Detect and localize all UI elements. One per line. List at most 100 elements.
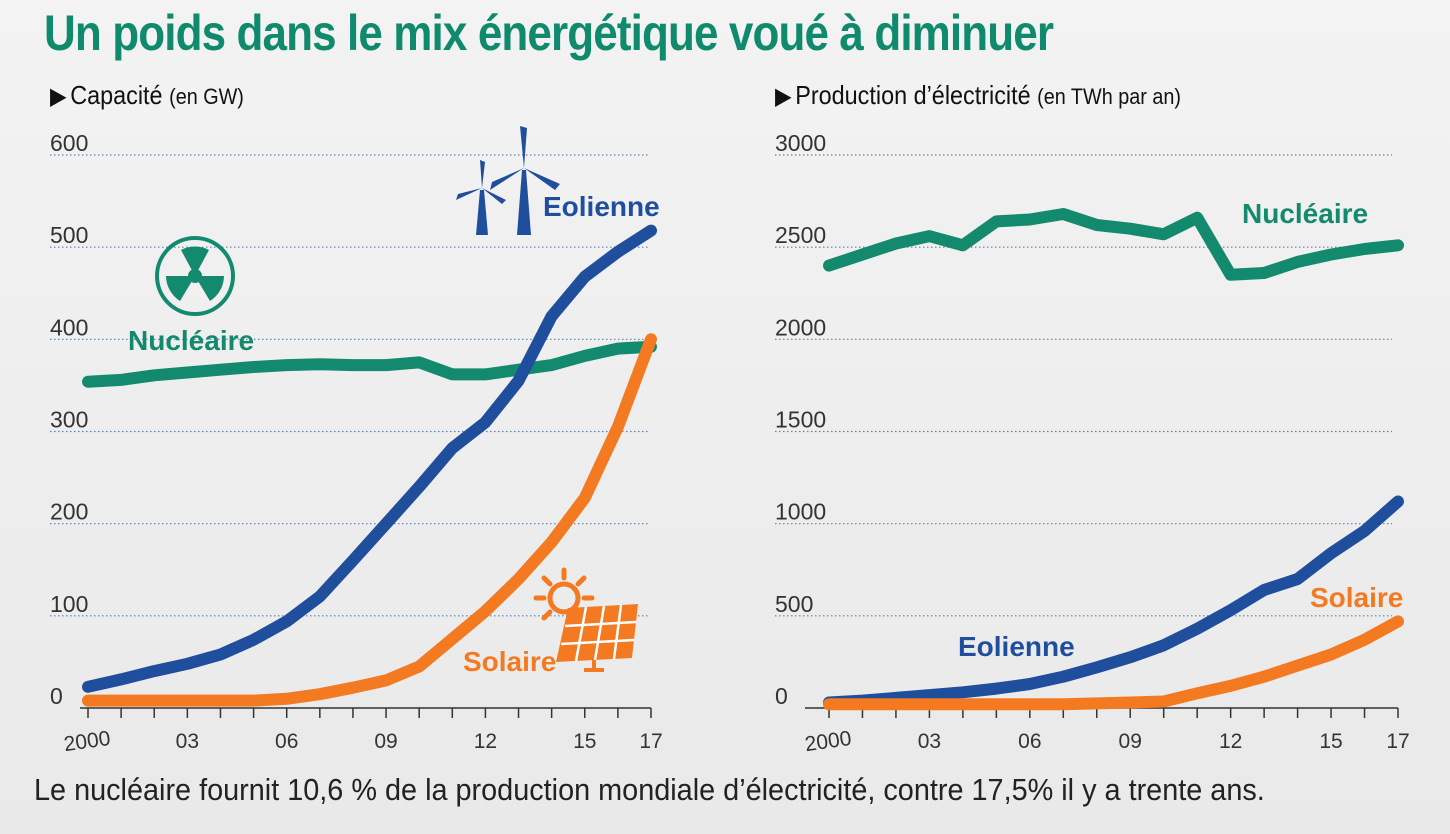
capacity-chart-subtitle: ▶ Capacité (en GW) <box>50 80 244 111</box>
data-point-eolienne <box>962 691 964 693</box>
data-point-eolienne <box>1029 683 1031 685</box>
y-tick-label: 1000 <box>775 499 826 525</box>
data-point-nucleaire <box>928 235 930 237</box>
series-label-eolienne: Eolienne <box>958 631 1075 662</box>
data-point-nucleaire <box>895 242 897 244</box>
data-point-eolienne <box>1397 501 1399 503</box>
data-point-solaire <box>1129 701 1131 703</box>
x-tick-label: 2000 <box>62 727 111 756</box>
production-chart-title: Production d’électricité <box>795 80 1031 110</box>
data-point-solaire <box>219 700 221 702</box>
data-point-nucleaire <box>1129 228 1131 230</box>
data-point-solaire <box>153 700 155 702</box>
data-point-solaire <box>484 610 486 612</box>
data-point-eolienne <box>186 663 188 665</box>
production-chart-subtitle: ▶ Production d’électricité (en TWh par an… <box>775 80 1181 111</box>
data-point-solaire <box>1330 654 1332 656</box>
data-point-eolienne <box>87 686 89 688</box>
series-label-nucleaire: Nucléaire <box>128 325 254 356</box>
x-tick-label: 03 <box>176 730 199 753</box>
data-point-solaire <box>1096 702 1098 704</box>
data-point-eolienne <box>650 230 652 232</box>
data-point-nucleaire <box>120 379 122 381</box>
data-point-nucleaire <box>385 364 387 366</box>
data-point-nucleaire <box>87 381 89 383</box>
series-line-eolienne <box>823 495 1404 709</box>
data-point-eolienne <box>352 560 354 562</box>
data-point-eolienne <box>451 447 453 449</box>
data-point-solaire <box>1062 703 1064 705</box>
data-point-eolienne <box>895 697 897 699</box>
series-label-eolienne: Eolienne <box>543 191 660 222</box>
data-point-solaire <box>186 700 188 702</box>
data-point-eolienne <box>418 486 420 488</box>
data-point-solaire <box>995 703 997 705</box>
radiation-icon <box>155 236 235 316</box>
data-point-nucleaire <box>1330 254 1332 256</box>
data-point-solaire <box>286 698 288 700</box>
data-point-nucleaire <box>551 364 553 366</box>
data-point-nucleaire <box>1263 272 1265 274</box>
data-point-eolienne <box>1263 589 1265 591</box>
series-line-solaire <box>823 615 1404 711</box>
data-point-nucleaire <box>451 373 453 375</box>
data-point-eolienne <box>1062 676 1064 678</box>
data-point-solaire <box>319 693 321 695</box>
data-point-nucleaire <box>1196 217 1198 219</box>
data-point-solaire <box>451 638 453 640</box>
y-tick-label: 100 <box>50 591 88 617</box>
x-tick-label: 15 <box>573 730 596 753</box>
data-point-eolienne <box>995 688 997 690</box>
data-point-solaire <box>584 497 586 499</box>
data-point-nucleaire <box>617 348 619 350</box>
data-point-solaire <box>1196 692 1198 694</box>
triangle-right-icon: ▶ <box>775 83 792 110</box>
data-point-solaire <box>87 700 89 702</box>
y-tick-label: 1500 <box>775 407 826 433</box>
series-line-nucleaire <box>823 208 1404 281</box>
data-point-solaire <box>385 679 387 681</box>
data-point-eolienne <box>1129 656 1131 658</box>
capacity-chart-title: Capacité <box>70 80 163 110</box>
data-point-eolienne <box>518 380 520 382</box>
capacity-chart: 0 100 200 300 400 500 600 2000 03 06 09 12 15 17 Nuclé… <box>50 130 663 756</box>
series-line-nucleaire <box>82 340 657 388</box>
data-point-nucleaire <box>1029 219 1031 221</box>
y-tick-label: 400 <box>50 314 88 340</box>
page-title: Un poids dans le mix énergétique voué à … <box>44 5 1054 61</box>
data-point-nucleaire <box>219 369 221 371</box>
x-tick-label: 15 <box>1319 730 1342 753</box>
data-point-nucleaire <box>584 355 586 357</box>
data-point-nucleaire <box>253 366 255 368</box>
y-tick-label: 200 <box>50 499 88 525</box>
sun-icon <box>533 567 595 621</box>
data-point-eolienne <box>1297 578 1299 580</box>
data-point-solaire <box>895 703 897 705</box>
triangle-right-icon: ▶ <box>50 83 67 110</box>
data-point-nucleaire <box>484 373 486 375</box>
x-tick-label: 09 <box>374 730 397 753</box>
data-point-eolienne <box>319 595 321 597</box>
data-point-eolienne <box>584 276 586 278</box>
data-point-solaire <box>861 703 863 705</box>
x-tick-label: 12 <box>474 730 497 753</box>
data-point-nucleaire <box>1364 248 1366 250</box>
data-point-solaire <box>551 541 553 543</box>
series-line-solaire <box>82 333 657 707</box>
data-point-eolienne <box>385 523 387 525</box>
data-point-nucleaire <box>995 220 997 222</box>
data-point-solaire <box>1029 703 1031 705</box>
data-point-solaire <box>1397 620 1399 622</box>
y-tick-label: 3000 <box>775 130 826 156</box>
data-point-solaire <box>1263 676 1265 678</box>
data-point-eolienne <box>617 251 619 253</box>
y-tick-label: 300 <box>50 407 88 433</box>
data-point-solaire <box>1364 639 1366 641</box>
data-point-nucleaire <box>352 364 354 366</box>
y-tick-label: 500 <box>775 591 813 617</box>
data-point-solaire <box>418 666 420 668</box>
data-point-solaire <box>352 687 354 689</box>
y-tick-label: 500 <box>50 222 88 248</box>
data-point-nucleaire <box>828 265 830 267</box>
